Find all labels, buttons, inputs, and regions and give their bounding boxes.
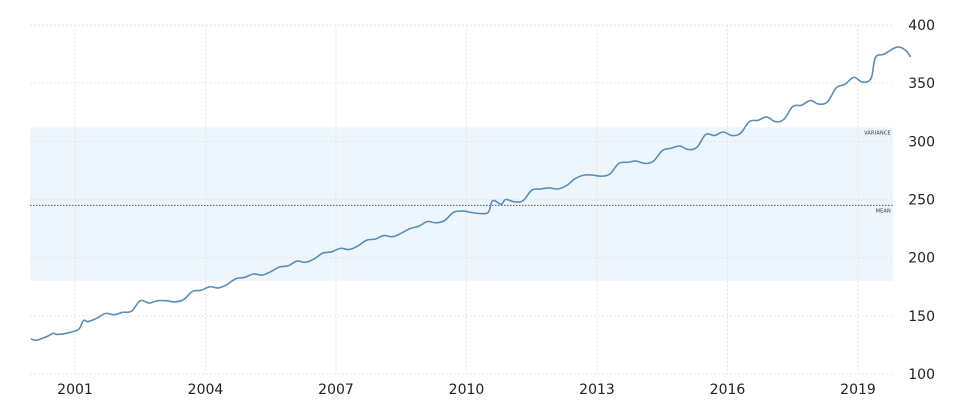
series-layer — [30, 46, 911, 342]
x-tick-label: 2016 — [710, 382, 746, 398]
series-line — [30, 46, 911, 342]
variance-label: VARIANCE — [864, 130, 891, 136]
y-tick-label: 200 — [908, 251, 935, 267]
x-tick-label: 2019 — [840, 382, 876, 398]
y-tick-label: 400 — [908, 18, 935, 34]
variance-band-layer — [30, 127, 893, 281]
x-tick-label: 2001 — [57, 382, 93, 398]
y-tick-label: 350 — [908, 76, 935, 92]
x-axis-ticks: 2001 2004 2007 2010 2013 2016 2019 — [57, 382, 876, 398]
x-tick-label: 2010 — [449, 382, 485, 398]
mean-label: MEAN — [876, 208, 891, 214]
y-tick-label: 150 — [908, 309, 935, 325]
x-tick-label: 2004 — [188, 382, 224, 398]
y-tick-label: 250 — [908, 193, 935, 209]
x-tick-label: 2007 — [318, 382, 354, 398]
variance-band — [30, 127, 893, 281]
y-tick-label: 100 — [908, 367, 935, 383]
y-tick-label: 300 — [908, 134, 935, 150]
y-axis-ticks: 100 150 200 250 300 350 400 — [908, 18, 935, 383]
x-tick-label: 2013 — [579, 382, 615, 398]
